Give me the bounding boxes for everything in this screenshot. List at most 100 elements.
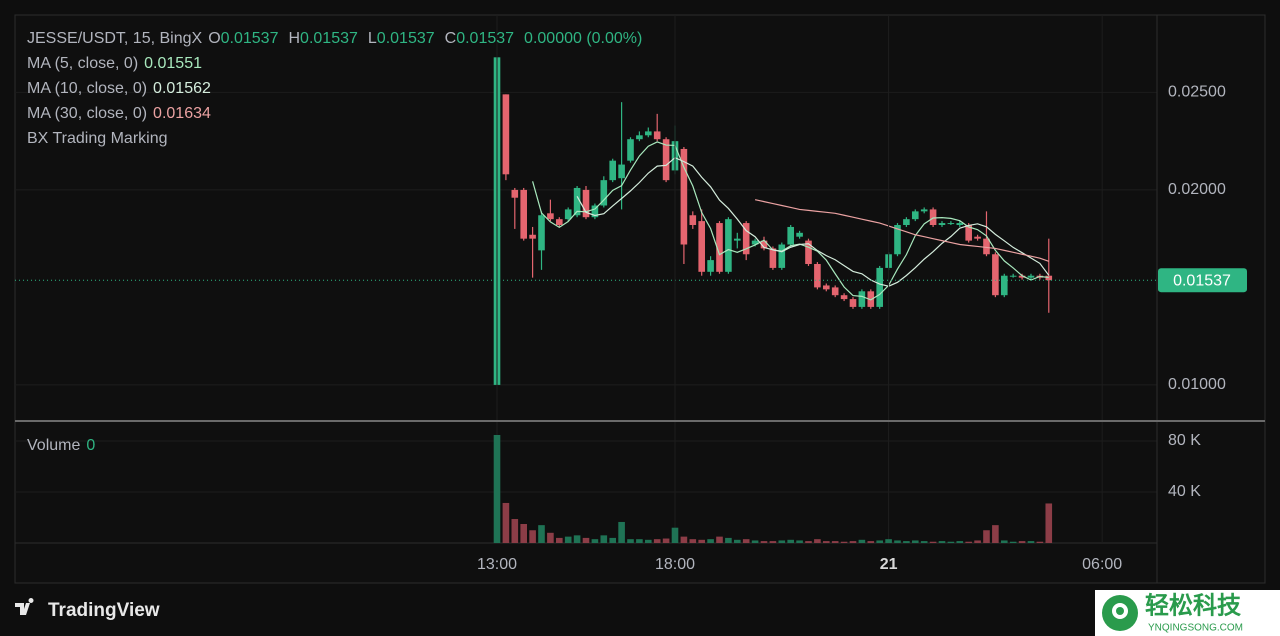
ma-legend: MA (5, close, 0) 0.01551	[27, 51, 217, 76]
candle-body	[814, 264, 821, 288]
candle-body	[1018, 275, 1026, 278]
volume-bar	[787, 539, 794, 543]
candle-body	[502, 94, 510, 175]
indicator-name: BX Trading Marking	[27, 130, 168, 147]
candle-body	[653, 131, 661, 140]
candle-body	[805, 240, 812, 265]
y-tick-label: 0.02000	[1168, 181, 1226, 198]
ohlc-key: H	[288, 30, 301, 47]
volume-bar	[929, 541, 937, 543]
ma-legend: MA (10, close, 0) 0.01562	[27, 76, 217, 101]
volume-bar	[1009, 541, 1017, 543]
volume-bar	[591, 539, 599, 543]
candle-body	[556, 219, 563, 226]
y-tick-label: 0.01000	[1168, 376, 1226, 393]
volume-bar	[653, 539, 661, 543]
candle-body	[876, 267, 883, 307]
volume-bar	[1045, 503, 1053, 543]
volume-bar	[814, 539, 821, 543]
candle-body	[600, 180, 608, 206]
candle-body	[796, 232, 803, 237]
ma-name: MA (10, close, 0)	[27, 80, 148, 97]
ohlc-item: L0.01537	[368, 30, 435, 47]
volume-bar	[947, 541, 955, 543]
ohlc-item: O0.01537	[208, 30, 278, 47]
candle-body	[733, 238, 741, 241]
volume-bar	[822, 541, 830, 543]
watermark-sub: YNQINGSONG.COM	[1148, 623, 1243, 634]
volume-bar	[582, 537, 590, 543]
ohlc-value: 0.01537	[376, 30, 435, 47]
volume-bar	[974, 540, 981, 543]
volume-bar	[903, 541, 910, 543]
chart-frame	[14, 14, 1266, 584]
volume-bar	[556, 537, 563, 543]
candle-body	[609, 160, 616, 181]
candle-body	[564, 209, 572, 220]
volume-bar	[529, 530, 536, 543]
candle-body	[716, 223, 723, 272]
candle-body	[787, 226, 794, 245]
volume-bar	[911, 540, 919, 543]
volume-bar	[1036, 541, 1044, 543]
candle-body	[831, 287, 839, 296]
volume-bar	[671, 527, 679, 543]
volume-bar	[894, 540, 901, 543]
volume-bar	[636, 539, 643, 543]
volume-bar	[938, 541, 946, 543]
volume-bar	[662, 538, 670, 543]
candle-body	[929, 209, 937, 226]
header-legend: JESSE/USDT, 15, BingX O0.01537 H0.01537 L0.…	[27, 26, 648, 51]
volume-bar	[805, 541, 812, 543]
watermark	[1095, 590, 1280, 636]
ma-line	[576, 157, 1050, 287]
ohlc-key: L	[367, 30, 377, 47]
volume-bar	[965, 541, 972, 543]
candle-body	[538, 215, 545, 251]
candle-body	[547, 213, 554, 220]
volume-bar	[831, 541, 839, 543]
candle-body	[911, 211, 919, 220]
volume-bar	[769, 541, 777, 543]
ohlc-value: 0.01537	[220, 30, 279, 47]
candle-body	[903, 219, 910, 226]
ma-line	[754, 199, 1049, 262]
volume-bar	[725, 537, 732, 543]
x-tick-label: 18:00	[655, 556, 695, 573]
candle-body	[867, 291, 875, 307]
candle-body	[992, 254, 999, 296]
y-tick-label: 80 K	[1168, 432, 1201, 449]
candle-body	[742, 223, 750, 255]
candle-body	[698, 221, 705, 272]
last-price-box	[1158, 268, 1247, 293]
ohlc-key: C	[444, 30, 457, 47]
volume-bar	[609, 537, 616, 543]
ohlc-value: 0.01537	[300, 30, 358, 47]
candle-body	[778, 244, 786, 268]
volume-bar	[627, 539, 634, 543]
candle-body	[1009, 275, 1017, 277]
candle-body	[511, 189, 519, 198]
candle-body	[858, 291, 866, 307]
ma-name: MA (5, close, 0)	[27, 55, 139, 72]
candle-body	[965, 225, 972, 241]
volume-bar	[796, 540, 803, 543]
volume-bar	[849, 541, 857, 543]
ma-name: MA (30, close, 0)	[27, 105, 148, 122]
watermark-text: 轻松科技	[1145, 591, 1242, 619]
last-price-label: 0.01537	[1173, 272, 1231, 289]
candle-body	[840, 295, 848, 300]
volume-bar	[885, 539, 892, 543]
volume-bar	[547, 532, 554, 543]
ma-value: 0.01634	[153, 105, 211, 122]
volume-legend: Volume 0	[27, 433, 101, 458]
volume-bar	[520, 523, 528, 543]
x-tick-label: 13:00	[477, 556, 517, 573]
candle-body	[520, 189, 528, 239]
volume-bar	[707, 539, 714, 543]
volume-bar	[956, 541, 964, 543]
volume-bar	[983, 530, 990, 543]
candle-body	[644, 131, 652, 136]
y-tick-label: 0.02500	[1168, 84, 1226, 101]
